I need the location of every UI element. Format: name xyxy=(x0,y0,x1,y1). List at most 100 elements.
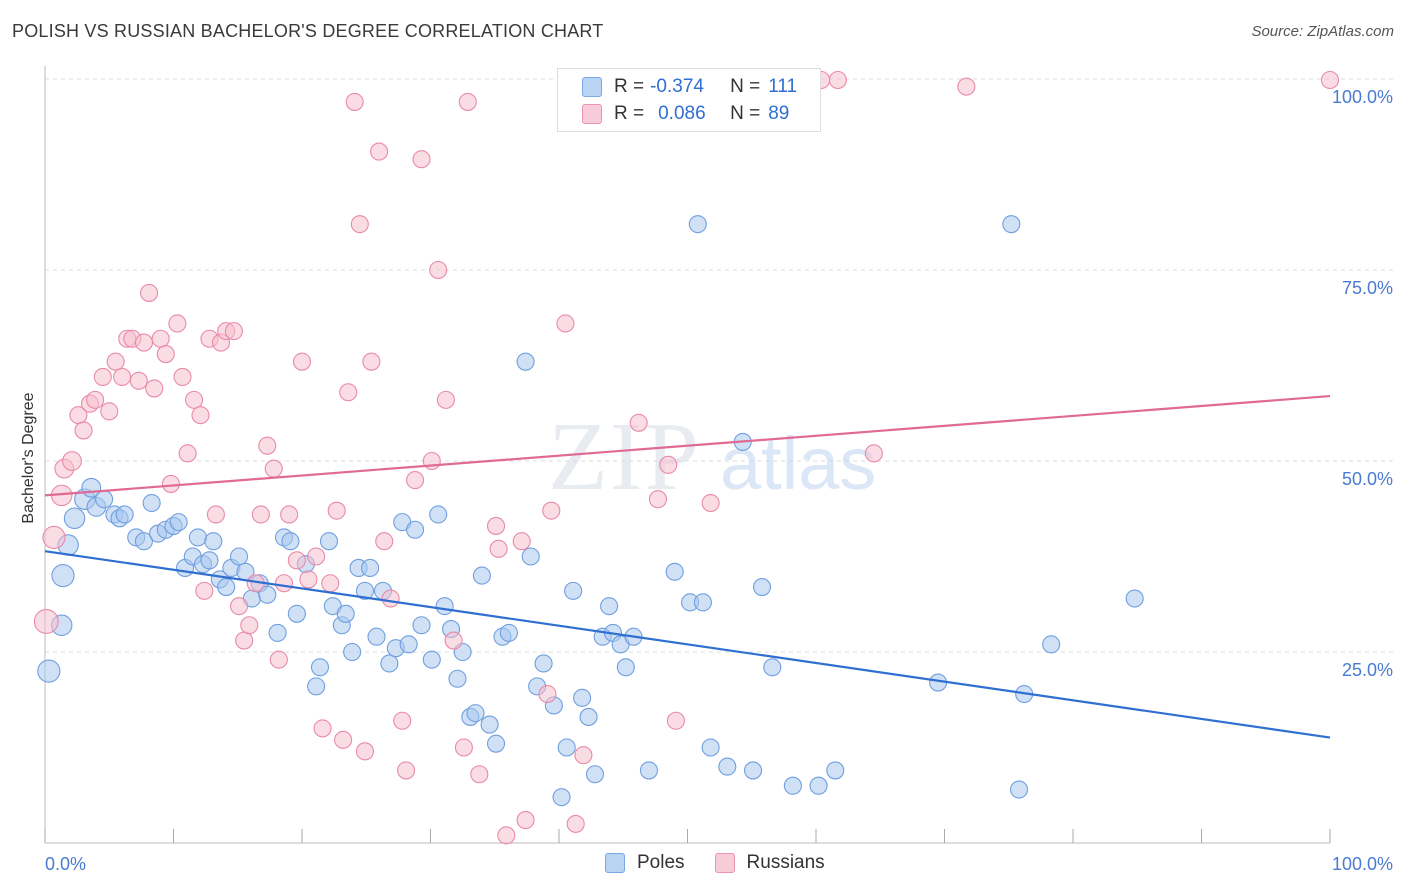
data-point-poles xyxy=(204,532,223,551)
svg-text:ZIP: ZIP xyxy=(548,403,701,511)
data-point-poles xyxy=(557,738,576,757)
legend-row-russians: R = 0.086 N = 89 xyxy=(582,101,789,127)
legend-r-value: 0.086 xyxy=(658,103,706,124)
data-point-poles xyxy=(142,493,161,513)
data-point-russians xyxy=(224,322,243,341)
data-point-russians xyxy=(168,314,187,333)
data-point-poles xyxy=(422,650,441,669)
data-point-russians xyxy=(140,283,159,302)
data-point-poles xyxy=(693,593,712,612)
data-point-russians xyxy=(574,746,593,765)
data-point-russians xyxy=(666,711,685,730)
data-point-russians xyxy=(42,525,66,550)
data-point-poles xyxy=(573,688,592,707)
data-point-russians xyxy=(444,631,463,650)
data-point-russians xyxy=(345,92,364,111)
data-point-poles xyxy=(564,581,583,600)
data-point-russians xyxy=(106,352,125,371)
data-point-poles xyxy=(200,551,219,570)
data-point-russians xyxy=(240,616,259,635)
data-point-russians xyxy=(229,597,249,616)
data-point-poles xyxy=(752,578,772,597)
data-point-russians xyxy=(280,505,299,524)
data-point-russians xyxy=(1320,70,1340,90)
legend-item-poles[interactable]: Poles xyxy=(605,852,685,874)
data-point-poles xyxy=(307,677,326,696)
data-point-poles xyxy=(688,215,707,234)
legend-r-label: R = xyxy=(614,103,645,124)
data-point-poles xyxy=(435,597,454,616)
data-point-russians xyxy=(556,314,575,333)
trend-line-russians xyxy=(44,394,1331,497)
data-point-russians xyxy=(161,474,180,493)
data-point-poles xyxy=(115,505,134,524)
legend-label-poles: Poles xyxy=(637,852,685,873)
data-point-russians xyxy=(429,260,448,280)
y-tick-label: 75.0% xyxy=(1342,278,1393,298)
data-point-poles xyxy=(516,352,535,371)
data-point-russians xyxy=(292,352,312,371)
data-point-poles xyxy=(600,597,619,616)
data-point-russians xyxy=(93,367,112,387)
data-point-russians xyxy=(327,501,346,520)
data-point-russians xyxy=(251,505,270,524)
data-point-russians xyxy=(542,501,561,520)
data-point-poles xyxy=(336,604,355,623)
data-point-poles xyxy=(1002,215,1021,234)
data-point-poles xyxy=(763,658,782,677)
data-point-russians xyxy=(129,371,148,390)
data-point-russians xyxy=(287,551,306,570)
data-point-russians xyxy=(436,390,455,409)
legend-swatch-russians xyxy=(582,104,602,124)
legend-n-value: 89 xyxy=(768,103,790,124)
data-point-poles xyxy=(188,528,207,547)
tick-labels: 25.0% 50.0% 75.0% 100.0% 0.0% 100.0% xyxy=(45,87,1393,874)
data-point-russians xyxy=(269,650,288,669)
watermark: ZIP atlas xyxy=(548,403,876,511)
data-point-poles xyxy=(51,563,75,588)
data-point-poles xyxy=(665,562,684,581)
data-point-russians xyxy=(566,814,585,833)
data-point-russians xyxy=(489,539,508,558)
data-point-russians xyxy=(864,444,883,463)
data-point-poles xyxy=(310,658,330,677)
data-point-russians xyxy=(362,352,381,371)
trend-line-poles xyxy=(44,550,1331,739)
data-point-poles xyxy=(1009,780,1029,799)
data-point-poles xyxy=(37,659,61,683)
data-point-poles xyxy=(412,616,431,635)
legend-n-label: N = xyxy=(730,103,761,124)
legend-item-russians[interactable]: Russians xyxy=(714,852,825,874)
legend-r-value: -0.374 xyxy=(650,76,704,97)
x-tick-label: 100.0% xyxy=(1332,854,1393,874)
data-point-poles xyxy=(95,490,114,509)
data-point-poles xyxy=(499,623,518,642)
chart-title: POLISH VS RUSSIAN BACHELOR'S DEGREE CORR… xyxy=(12,21,604,41)
data-point-russians xyxy=(145,379,164,398)
data-point-poles xyxy=(169,513,188,532)
data-point-russians xyxy=(156,344,175,364)
data-point-russians xyxy=(334,730,353,749)
data-point-russians xyxy=(339,383,358,402)
data-point-poles xyxy=(585,765,605,784)
data-point-russians xyxy=(321,574,340,593)
data-point-poles xyxy=(743,761,763,780)
data-point-russians xyxy=(206,505,225,524)
data-point-russians xyxy=(264,459,283,478)
data-point-russians xyxy=(173,367,192,387)
data-point-russians xyxy=(313,719,332,738)
data-point-poles xyxy=(579,707,598,726)
data-point-russians xyxy=(350,215,369,234)
data-point-poles xyxy=(217,578,236,597)
data-point-poles xyxy=(480,715,499,734)
legend-swatch-poles xyxy=(605,853,625,873)
y-tick-label: 100.0% xyxy=(1332,87,1393,107)
data-point-russians xyxy=(113,367,132,387)
data-point-poles xyxy=(287,604,306,623)
data-point-russians xyxy=(86,390,105,409)
data-point-poles xyxy=(826,761,845,780)
data-point-russians xyxy=(235,631,254,650)
data-point-russians xyxy=(397,761,416,780)
data-point-russians xyxy=(274,574,294,593)
data-point-russians xyxy=(381,589,400,608)
